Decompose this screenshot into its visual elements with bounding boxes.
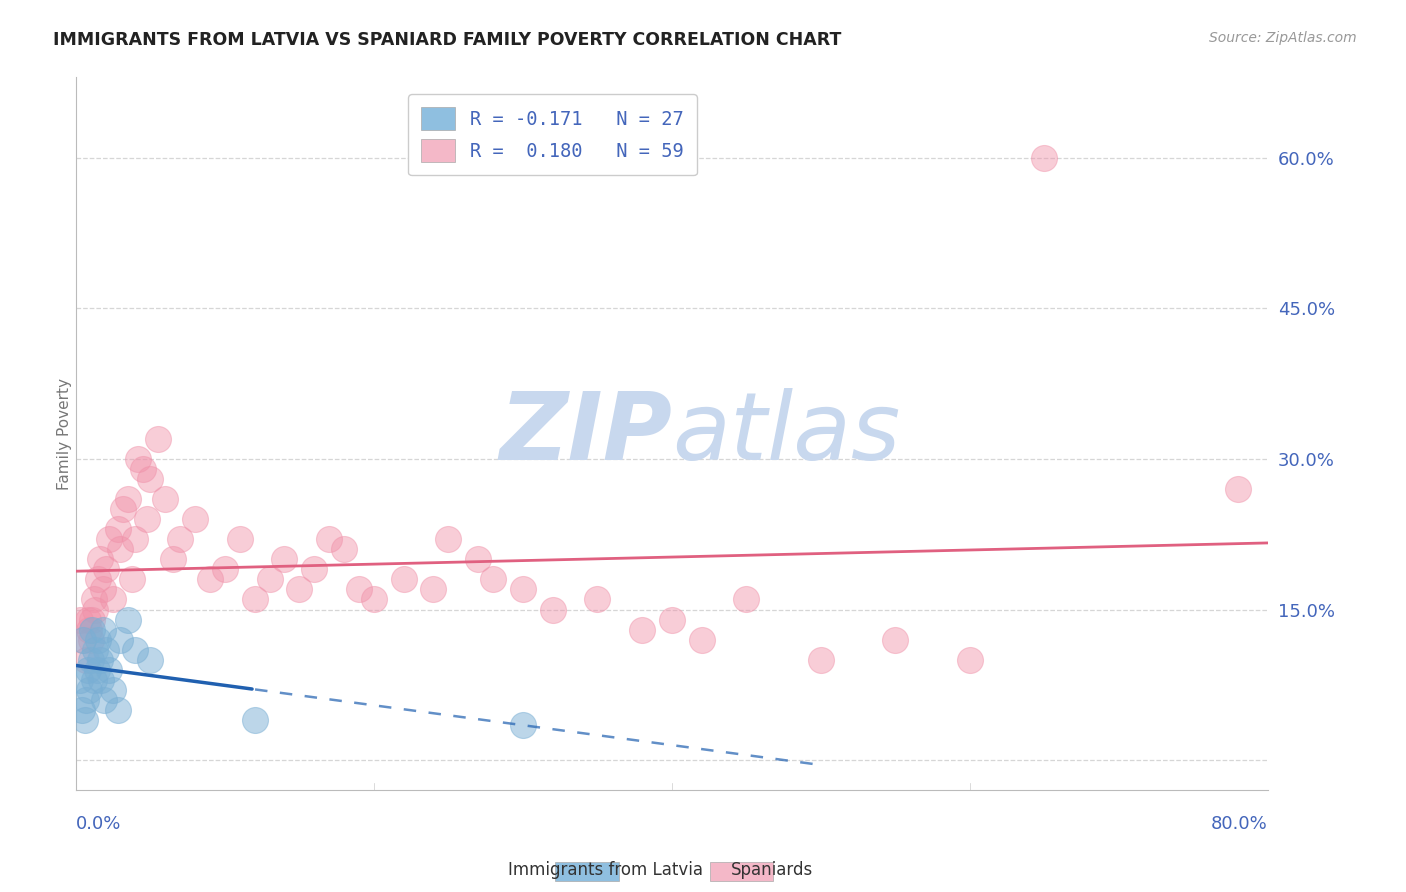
Point	[136, 512, 159, 526]
Point	[228, 533, 250, 547]
Point	[110, 632, 132, 647]
Text: Spaniards: Spaniards	[731, 861, 813, 879]
Point	[214, 562, 236, 576]
Point	[84, 602, 107, 616]
Point	[541, 602, 564, 616]
Legend: R = -0.171   N = 27, R =  0.180   N = 59: R = -0.171 N = 27, R = 0.180 N = 59	[408, 94, 697, 176]
Point	[87, 573, 110, 587]
Point	[1227, 482, 1250, 496]
Point	[69, 613, 91, 627]
Point	[259, 573, 281, 587]
Point	[82, 613, 104, 627]
Point	[959, 653, 981, 667]
Point	[735, 592, 758, 607]
Point	[86, 663, 108, 677]
Point	[97, 533, 120, 547]
Point	[661, 613, 683, 627]
Point	[121, 573, 143, 587]
Point	[94, 562, 117, 576]
Text: Immigrants from Latvia: Immigrants from Latvia	[508, 861, 703, 879]
Point	[1033, 151, 1056, 165]
Point	[146, 432, 169, 446]
Point	[810, 653, 832, 667]
Point	[124, 533, 146, 547]
Point	[512, 582, 534, 597]
Text: 80.0%: 80.0%	[1211, 815, 1268, 833]
Point	[89, 552, 111, 566]
Point	[87, 632, 110, 647]
Point	[77, 623, 100, 637]
Point	[91, 623, 114, 637]
Point	[90, 673, 112, 687]
Point	[75, 653, 97, 667]
Point	[302, 562, 325, 576]
Point	[347, 582, 370, 597]
Point	[75, 693, 97, 707]
Point	[91, 582, 114, 597]
Point	[80, 653, 103, 667]
Point	[93, 693, 115, 707]
Point	[162, 552, 184, 566]
Point	[690, 632, 713, 647]
Point	[422, 582, 444, 597]
Point	[69, 673, 91, 687]
Point	[110, 542, 132, 557]
Point	[512, 718, 534, 732]
Point	[73, 713, 96, 727]
Point	[101, 592, 124, 607]
Point	[139, 653, 162, 667]
Point	[94, 642, 117, 657]
Point	[72, 632, 94, 647]
Point	[482, 573, 505, 587]
Point	[89, 653, 111, 667]
Point	[82, 623, 104, 637]
Text: ZIP: ZIP	[499, 388, 672, 480]
Point	[70, 703, 93, 717]
Point	[76, 613, 98, 627]
Point	[437, 533, 460, 547]
Point	[586, 592, 609, 607]
Point	[273, 552, 295, 566]
Point	[77, 682, 100, 697]
Point	[169, 533, 191, 547]
Point	[112, 502, 135, 516]
Point	[243, 592, 266, 607]
Point	[80, 632, 103, 647]
Point	[288, 582, 311, 597]
Point	[117, 613, 139, 627]
Point	[76, 663, 98, 677]
Point	[467, 552, 489, 566]
Point	[101, 682, 124, 697]
Point	[107, 522, 129, 536]
Point	[631, 623, 654, 637]
Point	[107, 703, 129, 717]
Point	[884, 632, 907, 647]
Point	[363, 592, 385, 607]
Point	[72, 632, 94, 647]
Point	[83, 592, 105, 607]
Point	[117, 492, 139, 507]
Point	[318, 533, 340, 547]
Point	[243, 713, 266, 727]
Text: atlas: atlas	[672, 388, 900, 479]
Text: Source: ZipAtlas.com: Source: ZipAtlas.com	[1209, 31, 1357, 45]
Point	[132, 462, 155, 476]
Point	[83, 673, 105, 687]
Y-axis label: Family Poverty: Family Poverty	[58, 378, 72, 490]
Point	[153, 492, 176, 507]
Text: 0.0%: 0.0%	[76, 815, 121, 833]
Point	[127, 451, 149, 466]
Text: IMMIGRANTS FROM LATVIA VS SPANIARD FAMILY POVERTY CORRELATION CHART: IMMIGRANTS FROM LATVIA VS SPANIARD FAMIL…	[53, 31, 842, 49]
Point	[392, 573, 415, 587]
Point	[124, 642, 146, 657]
Point	[333, 542, 356, 557]
Point	[84, 642, 107, 657]
Point	[184, 512, 207, 526]
Point	[139, 472, 162, 486]
Point	[198, 573, 221, 587]
Point	[97, 663, 120, 677]
